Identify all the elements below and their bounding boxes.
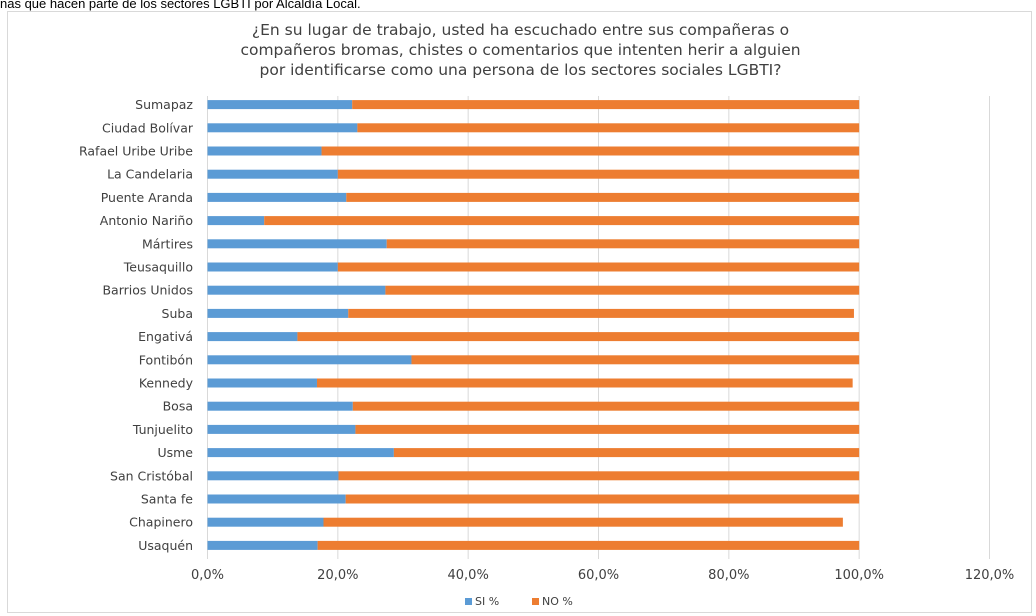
category-label-kennedy: Kennedy xyxy=(139,376,194,391)
category-label-puente-aranda: Puente Aranda xyxy=(101,190,193,205)
x-tick-label: 20,0% xyxy=(317,568,358,583)
x-tick-label: 80,0% xyxy=(708,568,749,583)
bar-si-martires xyxy=(207,239,387,249)
bar-no-tunjuelito xyxy=(355,424,860,434)
category-label-sumapaz: Sumapaz xyxy=(135,97,193,112)
stacked-bar-chart: 0,0% 20,0% 40,0% 60,0% 80,0% 100,0% 120,0% Suma… xyxy=(79,96,1015,608)
category-label-engativa: Engativá xyxy=(138,329,193,344)
chart-title-line-3: por identificarse como una persona de lo… xyxy=(259,61,782,79)
figure-caption: nas que hacen parte de los sectores LGBT… xyxy=(0,0,361,11)
bar-si-chapinero xyxy=(207,517,324,527)
bar-no-bosa xyxy=(352,401,860,411)
category-label-usaquen: Usaquén xyxy=(138,538,193,553)
bar-no-suba xyxy=(348,308,854,318)
category-label-ciudad-bolivar: Ciudad Bolívar xyxy=(102,120,194,135)
x-tick-label: 60,0% xyxy=(578,568,619,583)
bar-no-sumapaz xyxy=(352,100,860,110)
chart-container: ¿En su lugar de trabajo, usted ha escuch… xyxy=(7,11,1032,613)
bar-no-antonio-narino xyxy=(264,216,860,226)
bar-si-santa-fe xyxy=(207,494,346,504)
bar-no-san-cristobal xyxy=(338,471,860,481)
bar-si-suba xyxy=(207,308,349,318)
bar-no-teusaquillo xyxy=(337,262,860,272)
bar-si-fontibon xyxy=(207,355,412,365)
bar-si-rafael-uribe-uribe xyxy=(207,146,322,156)
bar-si-teusaquillo xyxy=(207,262,338,272)
bar-no-ciudad-bolivar xyxy=(357,123,860,133)
category-label-antonio-narino: Antonio Nariño xyxy=(100,213,193,228)
bar-no-la-candelaria xyxy=(337,169,860,179)
x-tick-label: 0,0% xyxy=(191,568,224,583)
legend-label-si: SI % xyxy=(475,595,499,608)
bar-si-sumapaz xyxy=(207,100,353,110)
bar-si-antonio-narino xyxy=(207,216,265,226)
bar-no-usaquen xyxy=(317,540,860,550)
bar-si-bosa xyxy=(207,401,353,411)
bar-no-puente-aranda xyxy=(346,192,860,202)
bar-si-san-cristobal xyxy=(207,471,339,481)
bar-no-fontibon xyxy=(411,355,860,365)
category-label-rafael-uribe-uribe: Rafael Uribe Uribe xyxy=(79,144,193,159)
bar-si-la-candelaria xyxy=(207,169,338,179)
bar-si-kennedy xyxy=(207,378,317,388)
bar-no-chapinero xyxy=(323,517,843,527)
category-label-santa-fe: Santa fe xyxy=(141,492,193,507)
category-label-suba: Suba xyxy=(162,306,193,321)
chart-title-line-2: compañeros bromas, chistes o comentarios… xyxy=(240,41,801,59)
category-label-usme: Usme xyxy=(157,445,193,460)
x-tick-label: 40,0% xyxy=(448,568,489,583)
bar-si-usme xyxy=(207,448,394,458)
bar-no-kennedy xyxy=(316,378,853,388)
category-label-fontibon: Fontibón xyxy=(139,352,193,367)
legend-label-no: NO % xyxy=(542,595,573,608)
chart-title-line-1: ¿En su lugar de trabajo, usted ha escuch… xyxy=(251,21,790,39)
category-label-bosa: Bosa xyxy=(163,399,193,414)
chart-title: ¿En su lugar de trabajo, usted ha escuch… xyxy=(8,20,1033,80)
bar-no-martires xyxy=(386,239,860,249)
bar-no-barrios-unidos xyxy=(385,285,860,295)
category-label-la-candelaria: La Candelaria xyxy=(107,167,193,182)
bar-no-santa-fe xyxy=(345,494,860,504)
bar-si-tunjuelito xyxy=(207,424,356,434)
bar-si-usaquen xyxy=(207,540,318,550)
legend-swatch-si xyxy=(465,598,472,605)
legend-swatch-no xyxy=(532,598,539,605)
category-label-barrios-unidos: Barrios Unidos xyxy=(102,283,193,298)
bar-si-engativa xyxy=(207,332,298,342)
bar-no-rafael-uribe-uribe xyxy=(321,146,860,156)
category-label-san-cristobal: San Cristóbal xyxy=(110,468,193,483)
category-label-teusaquillo: Teusaquillo xyxy=(123,260,193,275)
category-label-chapinero: Chapinero xyxy=(129,515,193,530)
bar-si-ciudad-bolivar xyxy=(207,123,358,133)
bar-si-puente-aranda xyxy=(207,192,347,202)
x-tick-label: 120,0% xyxy=(965,568,1015,583)
bar-si-barrios-unidos xyxy=(207,285,386,295)
category-label-tunjuelito: Tunjuelito xyxy=(132,422,193,437)
x-tick-label: 100,0% xyxy=(834,568,884,583)
bar-no-engativa xyxy=(297,332,860,342)
category-label-martires: Mártires xyxy=(142,236,193,251)
bar-no-usme xyxy=(393,448,860,458)
